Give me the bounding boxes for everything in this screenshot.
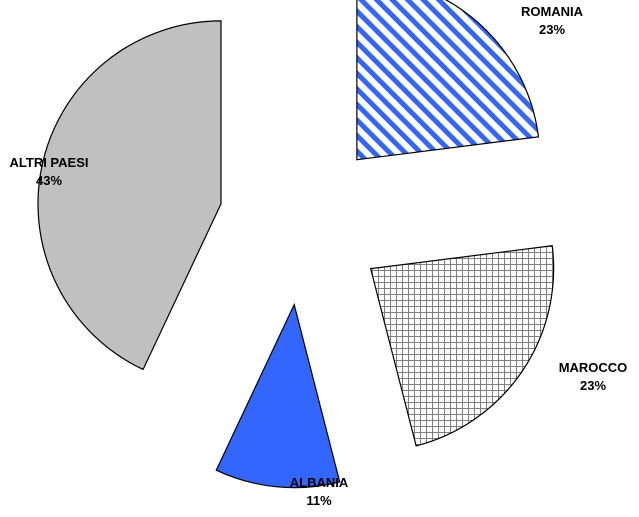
slice-label-altri-paesi: ALTRI PAESI — [10, 155, 89, 170]
slice-value-altri-paesi: 43% — [36, 173, 62, 188]
slice-label-albania: ALBANIA — [290, 475, 349, 490]
pie-slice-marocco — [369, 245, 555, 447]
slice-value-albania: 11% — [306, 493, 332, 508]
pie-slice-romania — [356, 0, 540, 161]
slice-value-marocco: 23% — [580, 378, 606, 393]
slice-label-marocco: MAROCCO — [559, 360, 628, 375]
slice-label-romania: ROMANIA — [521, 4, 584, 19]
pie-slice-altri-paesi — [37, 20, 222, 371]
pie-labels: ROMANIA 23% MAROCCO 23% ALBANIA 11% ALTRI PAES… — [10, 4, 628, 508]
pie-slices — [37, 0, 555, 489]
slice-value-romania: 23% — [539, 22, 565, 37]
pie-slice-albania — [215, 302, 341, 489]
